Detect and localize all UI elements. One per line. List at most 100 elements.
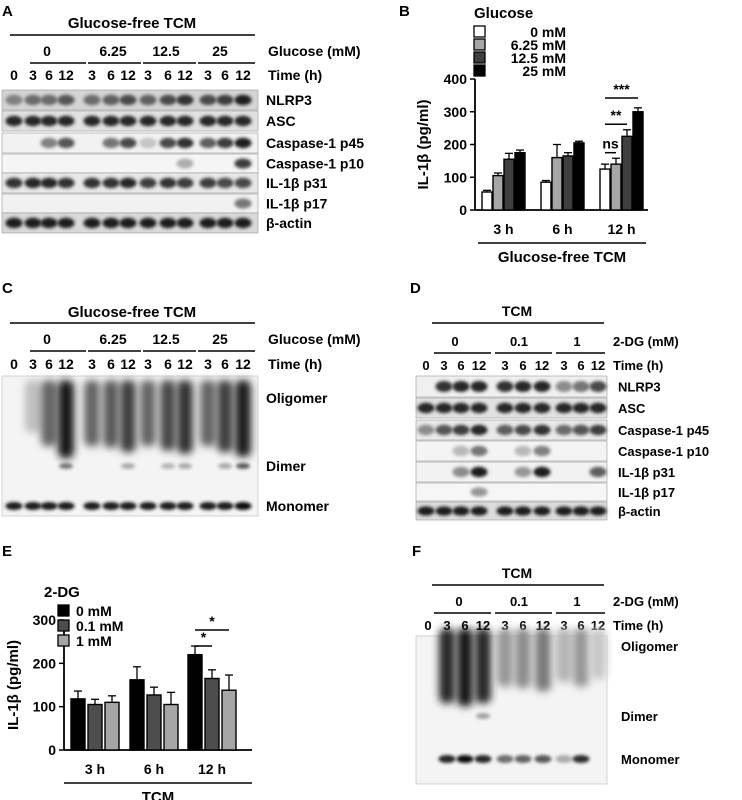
band	[470, 487, 488, 497]
panel-f-group-0: 0	[455, 594, 462, 609]
legend-swatch-1	[473, 38, 486, 51]
monomer-band	[534, 755, 552, 763]
panel-f-time-2: 6	[461, 618, 468, 633]
dimer-band	[121, 463, 135, 469]
band	[435, 381, 453, 392]
panel-a-group-2: 12.5	[152, 43, 179, 59]
band	[435, 424, 453, 436]
band-label-1: ASC	[618, 401, 646, 416]
panel-letter-f: F	[412, 543, 421, 560]
band	[452, 466, 470, 478]
band-label-2: Caspase-1 p45	[266, 135, 364, 151]
band	[199, 137, 217, 149]
band	[40, 115, 58, 127]
panel-c-time-8: 6	[164, 356, 172, 372]
panel-c-blot	[1, 375, 259, 517]
bar	[514, 151, 526, 211]
x-tick-label-1: 6 h	[144, 761, 164, 777]
panel-c-time-7: 3	[144, 356, 152, 372]
band	[176, 177, 194, 189]
monomer-band	[234, 502, 252, 510]
band	[40, 94, 58, 106]
panel-a-header: Glucose-free TCM	[68, 15, 196, 32]
oligomer-smear	[475, 628, 491, 704]
panel-d-blot	[415, 375, 608, 521]
panel-c-time-2: 6	[45, 356, 53, 372]
band	[234, 198, 252, 209]
oligomer-smear	[439, 628, 455, 704]
panel-f-time-1: 3	[443, 618, 450, 633]
monomer-band	[119, 502, 137, 510]
monomer-band	[555, 755, 573, 763]
band	[496, 424, 514, 436]
blot-strip-0	[415, 375, 608, 398]
band-label-6: β-actin	[618, 504, 661, 519]
y-tick-label-0: 0	[48, 742, 56, 758]
panel-a-time-label: Time (h)	[268, 67, 322, 83]
blot-strip-4	[1, 172, 259, 194]
band	[589, 424, 607, 436]
blot-strip-6	[1, 212, 259, 234]
band	[555, 381, 573, 392]
panel-d-group-1: 0.1	[510, 334, 528, 349]
panel-d-time-0: 0	[422, 358, 429, 373]
oligomer-smear	[25, 380, 41, 433]
legend-swatch-0	[473, 25, 486, 38]
band	[234, 137, 252, 149]
band	[176, 115, 194, 127]
x-tick-label-2: 12 h	[607, 221, 635, 237]
panel-f-blot	[415, 628, 608, 785]
panel-d-time-2: 6	[457, 358, 464, 373]
band-label-4: IL-1β p31	[266, 175, 328, 191]
band	[234, 158, 252, 169]
band	[159, 115, 177, 127]
legend-label-2: 1 mM	[76, 633, 112, 649]
band	[102, 217, 120, 229]
band	[139, 137, 157, 149]
panel-a-time-5: 6	[107, 67, 115, 83]
band	[216, 177, 234, 189]
dimer-band	[161, 463, 175, 469]
band	[435, 506, 453, 516]
bar	[129, 679, 145, 751]
panel-a-time-11: 6	[221, 67, 229, 83]
band	[572, 506, 590, 516]
panel-f: F TCM 0 0.1 1 2-DG (mM) 0 3 6 12 3 6 12 3 6 12 Time…	[412, 543, 680, 785]
band	[57, 137, 75, 149]
panel-d-time-7: 3	[560, 358, 567, 373]
band-label-1: Dimer	[266, 458, 306, 474]
band	[139, 217, 157, 229]
monomer-band	[24, 502, 42, 510]
band	[139, 177, 157, 189]
panel-f-time-label: Time (h)	[613, 618, 663, 633]
panel-a-time-8: 6	[164, 67, 172, 83]
band	[119, 177, 137, 189]
band	[199, 217, 217, 229]
band	[496, 402, 514, 414]
x-axis-label: TCM	[142, 789, 175, 800]
panel-f-time-8: 6	[577, 618, 584, 633]
oligomer-smear	[84, 380, 100, 447]
panel-a-group-3: 25	[212, 43, 228, 59]
dimer-band	[218, 463, 232, 469]
band-label-0: NLRP3	[618, 380, 661, 395]
band	[159, 177, 177, 189]
blot-strip-2	[415, 419, 608, 441]
monomer-band	[5, 502, 23, 510]
band	[452, 402, 470, 414]
significance-label-0: *	[201, 629, 207, 645]
x-tick-label-2: 12 h	[198, 761, 226, 777]
legend-swatch-1	[57, 619, 70, 632]
significance-label-2: ***	[613, 81, 630, 97]
band	[435, 402, 453, 414]
panel-letter-b: B	[399, 3, 410, 20]
band	[159, 137, 177, 149]
legend-swatch-2	[473, 51, 486, 64]
panel-d: D TCM 0 0.1 1 2-DG (mM) 0 3 6 12 3 6 12 3 6 12 Time…	[410, 280, 709, 521]
band-label-0: Oligomer	[621, 639, 678, 654]
band	[533, 381, 551, 392]
blot-strip-1	[415, 397, 608, 419]
oligomer-smear	[200, 380, 216, 447]
blot-strip-6	[415, 501, 608, 521]
panel-c-group-label: Glucose (mM)	[268, 331, 361, 347]
